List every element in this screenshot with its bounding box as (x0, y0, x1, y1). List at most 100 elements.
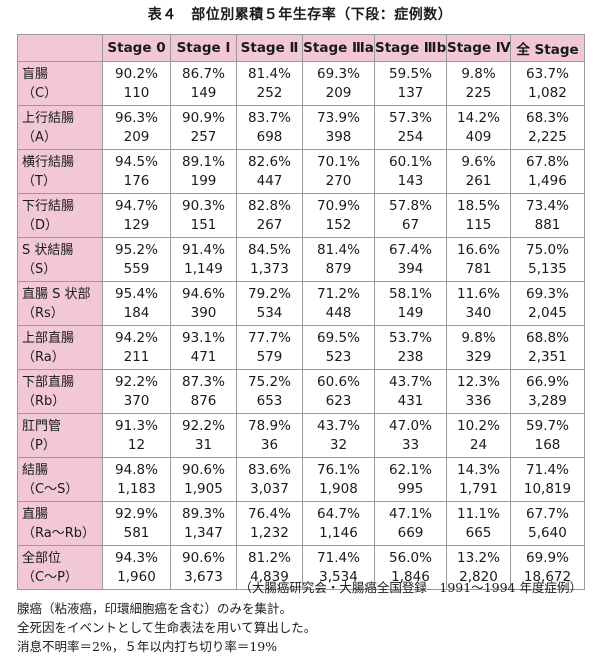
value-cell: 69.5% 523 (302, 325, 375, 370)
case-count: 623 (325, 392, 352, 409)
survival-rate: 87.3% (182, 373, 225, 390)
survival-rate: 60.6% (317, 373, 360, 390)
case-count: 876 (190, 392, 217, 409)
case-count: 115 (465, 216, 492, 233)
value-cell: 60.6% 623 (302, 369, 375, 414)
value-cell: 96.3% 209 (102, 105, 171, 150)
survival-rate: 59.5% (389, 65, 432, 82)
table-row: 結腸 （C～S） 94.8% 1,183 90.6% 1,905 83.6% 3,037 76.… (17, 457, 585, 502)
header-cell: Stage Ⅰ (170, 34, 237, 62)
survival-rate: 86.7% (182, 65, 225, 82)
case-count: 10,819 (523, 480, 572, 497)
case-count: 1,347 (184, 524, 223, 541)
survival-rate: 57.3% (389, 109, 432, 126)
value-cell: 83.6% 3,037 (236, 457, 303, 502)
value-cell: 70.1% 270 (302, 149, 375, 194)
site-name: 上部直腸 (22, 330, 75, 346)
survival-rate: 90.6% (182, 461, 225, 478)
case-count: 665 (465, 524, 492, 541)
table-row: 全部位 （C～P） 94.3% 1,960 90.6% 3,673 81.2% 4,839 71… (17, 545, 585, 590)
header-cell: Stage 0 (102, 34, 171, 62)
value-cell: 64.7% 1,146 (302, 501, 375, 546)
value-cell: 84.5% 1,373 (236, 237, 303, 282)
case-count: 881 (534, 216, 561, 233)
value-cell: 94.8% 1,183 (102, 457, 171, 502)
value-cell: 62.1% 995 (374, 457, 447, 502)
site-code: （C） (22, 85, 58, 101)
case-count: 257 (190, 128, 217, 145)
case-count: 448 (325, 304, 352, 321)
table-row: S 状結腸 （S） 95.2% 559 91.4% 1,149 84.5% 1,373 81.4… (17, 237, 585, 282)
value-cell: 86.7% 149 (170, 61, 237, 106)
value-cell: 67.8% 1,496 (510, 149, 585, 194)
survival-rate: 16.6% (457, 241, 500, 258)
value-cell: 94.6% 390 (170, 281, 237, 326)
case-count: 143 (397, 172, 424, 189)
survival-rate: 94.3% (115, 549, 158, 566)
case-count: 270 (325, 172, 352, 189)
survival-rate: 90.2% (115, 65, 158, 82)
value-cell: 94.5% 176 (102, 149, 171, 194)
survival-rate: 90.9% (182, 109, 225, 126)
case-count: 267 (256, 216, 283, 233)
table-row: 肛門管 （P） 91.3% 12 92.2% 31 78.9% 36 43.7% 32 47.0% 3… (17, 413, 585, 458)
case-count: 254 (397, 128, 424, 145)
value-cell: 73.9% 398 (302, 105, 375, 150)
value-cell: 57.8% 67 (374, 193, 447, 238)
site-name: S 状結腸 (22, 242, 74, 258)
value-cell: 82.6% 447 (236, 149, 303, 194)
value-cell: 53.7% 238 (374, 325, 447, 370)
value-cell: 70.9% 152 (302, 193, 375, 238)
value-cell: 90.6% 3,673 (170, 545, 237, 590)
value-cell: 67.7% 5,640 (510, 501, 585, 546)
value-cell: 18.5% 115 (446, 193, 511, 238)
case-count: 238 (397, 348, 424, 365)
case-count: 2,045 (528, 304, 567, 321)
value-cell: 47.1% 669 (374, 501, 447, 546)
case-count: 184 (123, 304, 150, 321)
site-code: （Rb） (22, 393, 66, 409)
survival-rate: 95.4% (115, 285, 158, 302)
survival-rate: 78.9% (248, 417, 291, 434)
value-cell: 56.0% 1,846 (374, 545, 447, 590)
header-cell: Stage Ⅱ (236, 34, 303, 62)
survival-rate: 67.4% (389, 241, 432, 258)
table-row: 盲腸 （C） 90.2% 110 86.7% 149 81.4% 252 69.3% 209 59.… (17, 61, 585, 106)
case-count: 370 (123, 392, 150, 409)
case-count: 1,082 (528, 84, 567, 101)
case-count: 431 (397, 392, 424, 409)
case-count: 995 (397, 480, 424, 497)
site-code: （C～S） (22, 481, 79, 497)
case-count: 33 (401, 436, 420, 453)
case-count: 209 (325, 84, 352, 101)
survival-rate: 13.2% (457, 549, 500, 566)
value-cell: 92.2% 370 (102, 369, 171, 414)
value-cell: 67.4% 394 (374, 237, 447, 282)
table-row: 上部直腸 （Ra） 94.2% 211 93.1% 471 77.7% 579 69.5% 523… (17, 325, 585, 370)
value-cell: 83.7% 698 (236, 105, 303, 150)
survival-rate: 69.5% (317, 329, 360, 346)
case-count: 1,149 (184, 260, 223, 277)
case-count: 3,289 (528, 392, 567, 409)
case-count: 252 (256, 84, 283, 101)
case-count: 151 (190, 216, 217, 233)
case-count: 579 (256, 348, 283, 365)
case-count: 1,791 (459, 480, 498, 497)
survival-rate: 93.1% (182, 329, 225, 346)
value-cell: 13.2% 2,820 (446, 545, 511, 590)
survival-rate: 71.4% (317, 549, 360, 566)
header-row: Stage 0 Stage Ⅰ Stage Ⅱ Stage Ⅲa Stage Ⅲ… (17, 34, 585, 62)
case-count: 1,908 (319, 480, 358, 497)
survival-rate: 12.3% (457, 373, 500, 390)
value-cell: 89.1% 199 (170, 149, 237, 194)
survival-rate: 75.0% (526, 241, 569, 258)
case-count: 31 (194, 436, 213, 453)
site-code: （D） (22, 217, 59, 233)
site-cell: 上部直腸 （Ra） (17, 325, 103, 370)
case-count: 199 (190, 172, 217, 189)
survival-rate: 53.7% (389, 329, 432, 346)
survival-rate: 96.3% (115, 109, 158, 126)
survival-rate: 73.9% (317, 109, 360, 126)
survival-rate: 81.2% (248, 549, 291, 566)
value-cell: 91.4% 1,149 (170, 237, 237, 282)
